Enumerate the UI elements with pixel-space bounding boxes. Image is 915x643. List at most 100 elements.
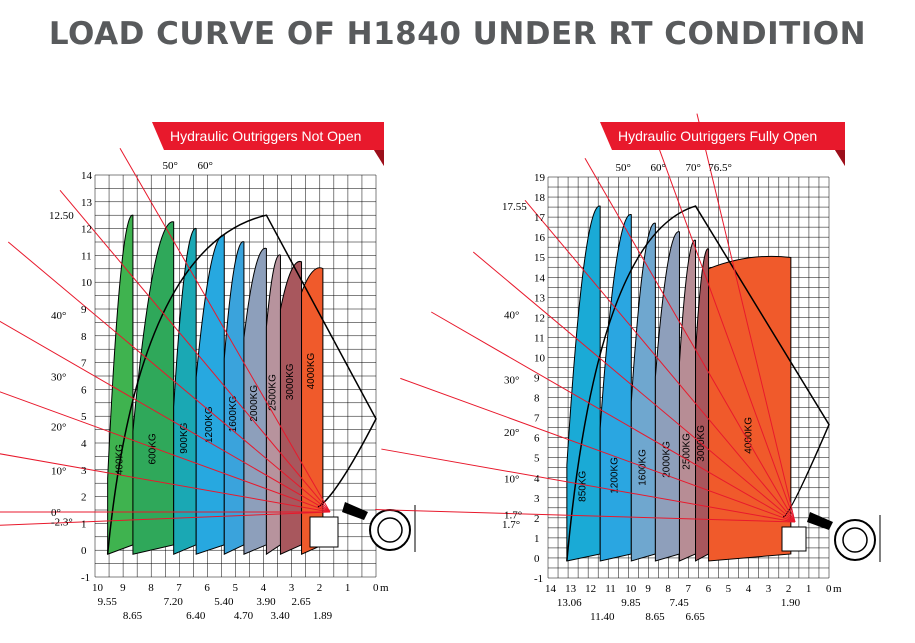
- y-tick-18: 18: [534, 192, 546, 204]
- load-zone-2500kg: [265, 254, 281, 556]
- x-callout-1.90: 1.90: [781, 597, 801, 609]
- x-tick-9: 9: [645, 583, 651, 595]
- y-tick--1: -1: [81, 572, 90, 584]
- x-callout-13.06: 13.06: [557, 597, 582, 609]
- y-tick-11: 11: [534, 332, 545, 344]
- y-tick--1: -1: [534, 573, 543, 585]
- machine-body: [309, 516, 339, 548]
- angle-label-7: 10°: [504, 473, 519, 485]
- angle-line-6: [400, 377, 796, 523]
- y-tick-3: 3: [534, 493, 540, 505]
- x-tick-10: 10: [92, 582, 104, 594]
- y-tick-19: 19: [534, 172, 546, 184]
- angle-label-7: -2.3°: [51, 516, 73, 528]
- y-tick-0: 0: [534, 553, 540, 565]
- zone-label-2000kg: 2000KG: [249, 385, 260, 422]
- x-tick-10: 10: [625, 583, 637, 595]
- zone-label-2000kg: 2000KG: [661, 441, 672, 478]
- angle-line-3: [696, 113, 796, 523]
- x-tick-7: 7: [686, 583, 692, 595]
- y-callout-0: 12.50: [49, 210, 74, 222]
- y-tick-14: 14: [534, 272, 546, 284]
- y-tick-1: 1: [534, 533, 540, 545]
- angle-line-0: [524, 199, 796, 523]
- x-tick-2: 2: [786, 583, 792, 595]
- x-tick-12: 12: [585, 583, 596, 595]
- banner-shape-icon: [600, 122, 845, 166]
- angle-label-3: 30°: [51, 371, 66, 383]
- load-zone-600kg: [132, 221, 175, 555]
- x-tick-3: 3: [766, 583, 772, 595]
- y-callout-0: 17.55: [502, 201, 527, 213]
- load-zone-1200kg: [599, 214, 632, 562]
- zone-label-1200kg: 1200KG: [610, 457, 621, 494]
- load-zone-4000kg: [708, 255, 792, 562]
- angle-line-2: [650, 127, 796, 523]
- x-tick-9: 9: [120, 582, 126, 594]
- angle-line-7: [381, 448, 796, 523]
- y-tick-3: 3: [81, 465, 87, 477]
- x-callout-9.85: 9.85: [621, 597, 641, 609]
- angle-label-5: 10°: [51, 466, 66, 478]
- x-tick-4: 4: [746, 583, 752, 595]
- y-tick-13: 13: [81, 197, 93, 209]
- x-callout-1.89: 1.89: [313, 610, 333, 622]
- angle-label-4: 20°: [51, 421, 66, 433]
- x-tick-7: 7: [176, 582, 182, 594]
- angle-label-4: 40°: [504, 310, 519, 322]
- load-zone-2000kg: [243, 247, 267, 555]
- angle-label-2: 70°: [686, 162, 701, 174]
- y-tick-12: 12: [534, 312, 545, 324]
- x-unit: m: [380, 582, 389, 594]
- y-tick-10: 10: [81, 277, 93, 289]
- zone-label-900kg: 900KG: [179, 422, 190, 453]
- y-tick-6: 6: [81, 384, 87, 396]
- x-callout-5.40: 5.40: [214, 596, 234, 608]
- wheel-icon: [342, 502, 416, 552]
- x-tick-13: 13: [565, 583, 577, 595]
- x-tick-2: 2: [317, 582, 323, 594]
- angle-label-3: 76.5°: [708, 162, 732, 174]
- y-tick-15: 15: [534, 252, 546, 264]
- load-zone-4000kg: [301, 267, 324, 555]
- y-tick-0: 0: [81, 545, 87, 557]
- x-callout-7.20: 7.20: [164, 596, 184, 608]
- y-tick-4: 4: [534, 473, 540, 485]
- right-chart-banner: Hydraulic Outriggers Fully Open: [600, 122, 845, 166]
- x-tick-0: 0: [826, 583, 832, 595]
- x-tick-5: 5: [726, 583, 732, 595]
- y-tick-5: 5: [534, 453, 540, 465]
- x-tick-11: 11: [605, 583, 616, 595]
- angle-label-0: 50°: [616, 162, 631, 174]
- angle-label-0: 40°: [51, 310, 66, 322]
- y-tick-7: 7: [81, 358, 87, 370]
- angle-line-4: [472, 251, 796, 523]
- wheel-icon: [807, 512, 881, 562]
- load-zone-1200kg: [195, 234, 225, 555]
- zone-label-3000kg: 3000KG: [285, 363, 296, 400]
- angle-line-2: [119, 148, 331, 513]
- y-tick-1: 1: [81, 518, 87, 530]
- x-tick-6: 6: [204, 582, 210, 594]
- x-unit: m: [833, 583, 842, 595]
- y-tick-6: 6: [534, 433, 540, 445]
- left-banner-label: Hydraulic Outriggers Not Open: [170, 128, 362, 144]
- angle-line-1: [59, 189, 331, 513]
- machine-body: [781, 526, 807, 552]
- x-callout-7.45: 7.45: [669, 597, 689, 609]
- y-tick-10: 10: [534, 352, 546, 364]
- x-tick-0: 0: [373, 582, 379, 594]
- x-tick-4: 4: [261, 582, 267, 594]
- x-callout-6.40: 6.40: [186, 610, 206, 622]
- wheel-inner-icon: [842, 527, 868, 553]
- x-tick-8: 8: [665, 583, 671, 595]
- y-tick-14: 14: [81, 170, 93, 182]
- x-tick-8: 8: [148, 582, 154, 594]
- x-tick-1: 1: [345, 582, 351, 594]
- angle-line-5: [0, 453, 331, 513]
- y-tick-12: 12: [81, 224, 92, 236]
- banner-shape-icon: [152, 122, 384, 166]
- zone-label-850kg: 850KG: [578, 470, 589, 501]
- angle-label-5: 30°: [504, 374, 519, 386]
- angle-label-6: 20°: [504, 427, 519, 439]
